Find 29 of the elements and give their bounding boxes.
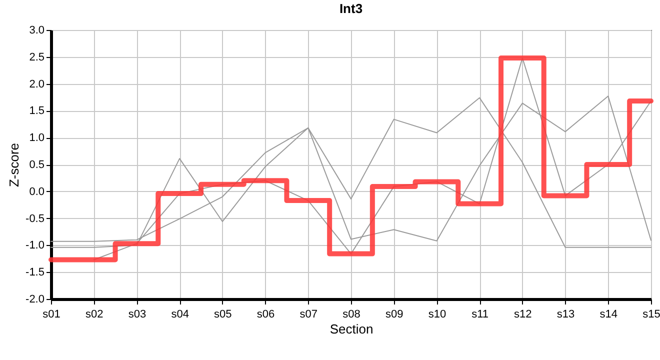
x-tick-label: s09 (385, 308, 404, 320)
y-tick-label: 2.5 (29, 51, 44, 64)
x-tick-label: s02 (85, 308, 104, 320)
y-tick-label: 0.0 (29, 186, 44, 198)
x-tick-label: s12 (514, 308, 532, 320)
x-tick-label: s08 (342, 308, 360, 320)
x-tick-label: s05 (214, 308, 232, 320)
chart-title: Int3 (339, 1, 363, 16)
y-tick-label: -2.0 (26, 294, 44, 306)
x-tick-label: s10 (428, 308, 446, 320)
x-tick-label: s06 (256, 308, 275, 320)
y-axis-title: Z-score (6, 142, 22, 188)
x-tick-label: s13 (556, 308, 575, 320)
y-tick-label: 1.5 (29, 105, 44, 118)
x-axis-title: Section (330, 322, 374, 336)
y-tick-label: 2.0 (29, 78, 44, 90)
x-tick-label: s15 (642, 308, 660, 320)
x-tick-label: s04 (171, 308, 189, 320)
y-tick-label: -1.0 (26, 240, 44, 252)
x-tick-label: s11 (472, 308, 489, 320)
x-tick-label: s07 (300, 308, 318, 320)
y-tick-label: 1.0 (29, 132, 44, 144)
x-tick-label: s14 (600, 308, 618, 320)
y-tick-label: -0.5 (26, 212, 44, 225)
x-tick-label: s01 (42, 308, 60, 320)
y-tick-label: 3.0 (29, 24, 44, 36)
x-tick-label: s03 (128, 308, 146, 320)
y-tick-label: 0.5 (29, 159, 44, 171)
y-tick-label: -1.5 (26, 266, 44, 279)
